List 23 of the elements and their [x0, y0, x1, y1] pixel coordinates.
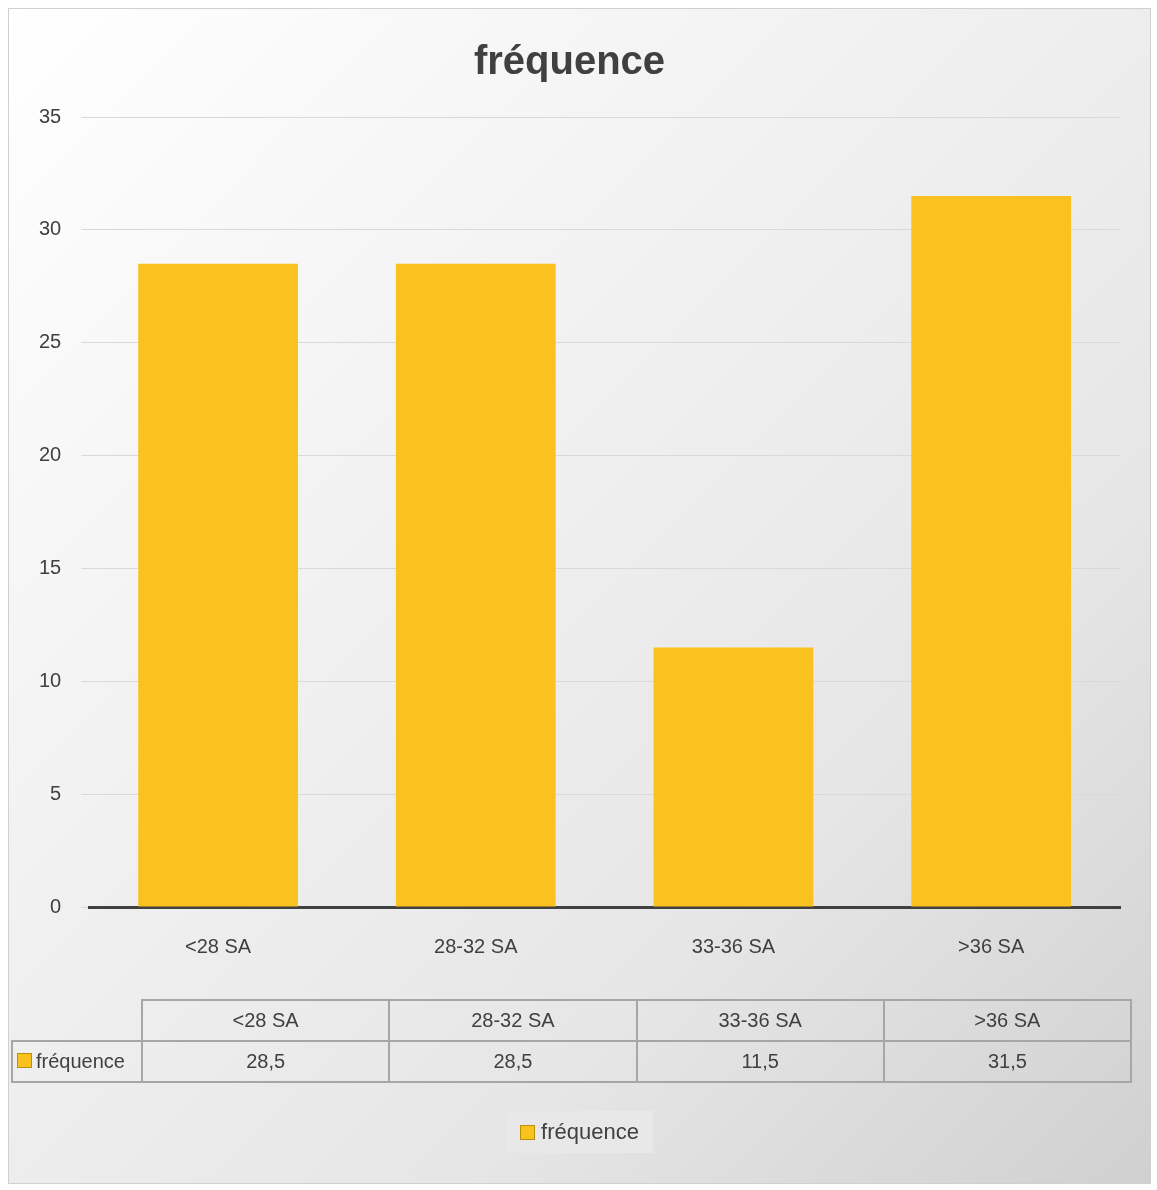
y-tick-label: 30	[39, 217, 62, 240]
text: fréquence	[541, 1119, 639, 1144]
x-tick-label: >36 SA	[958, 934, 1025, 957]
data-label: 11,5	[636, 1041, 884, 1082]
text: fréquence	[12, 1041, 142, 1082]
y-tick-label: 5	[50, 781, 62, 804]
y-tick-label: 20	[39, 443, 62, 466]
x-tick-label: 33-36 SA	[691, 934, 776, 957]
category-label: <28 SA	[232, 1009, 299, 1031]
data-label: 31,5	[883, 1041, 1131, 1082]
y-tick-label: 25	[39, 330, 62, 353]
data-label: 28,5	[389, 1041, 637, 1082]
x-tick-label: <28 SA	[185, 934, 252, 957]
y-tick-label: 35	[39, 104, 62, 127]
data-label: 28,5	[142, 1041, 390, 1082]
y-tick-label: 10	[39, 668, 62, 691]
x-tick-label: 28-32 SA	[434, 934, 519, 957]
category-label: >36 SA	[974, 1009, 1041, 1031]
y-tick-label: 15	[39, 555, 62, 578]
category-label: 28-32 SA	[471, 1009, 555, 1031]
category-label: 33-36 SA	[718, 1009, 802, 1031]
chart-title: fréquence	[473, 38, 666, 83]
y-tick-label: 0	[50, 894, 62, 917]
